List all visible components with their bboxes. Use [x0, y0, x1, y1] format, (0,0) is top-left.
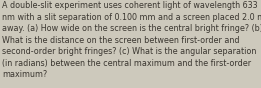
Text: A double-slit experiment uses coherent light of wavelength 633
nm with a slit se: A double-slit experiment uses coherent l…	[2, 1, 261, 79]
